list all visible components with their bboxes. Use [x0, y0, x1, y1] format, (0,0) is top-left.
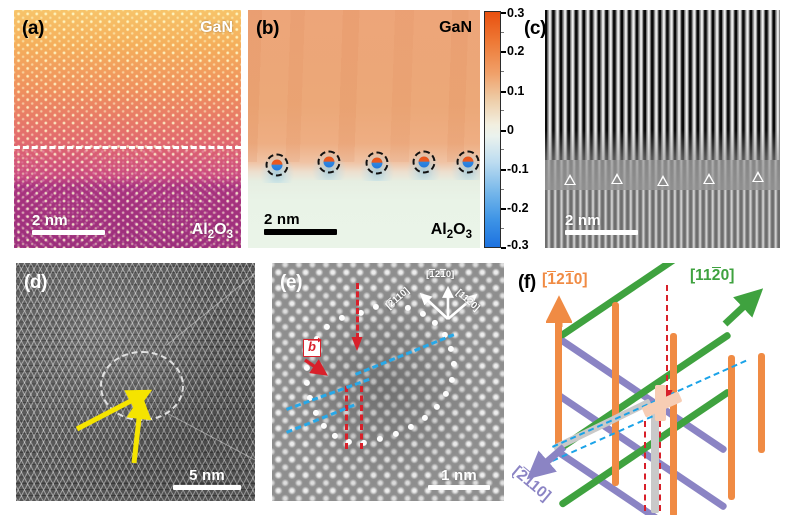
half-plane-ribbon-vertical	[651, 403, 659, 513]
panel-b-gpa-strain-map: GaN Al2O3 2 nm	[248, 10, 480, 248]
colorbar-gradient	[484, 11, 501, 248]
core-dashed-circle	[412, 150, 436, 174]
red-dash-lower-b	[360, 386, 363, 449]
red-dash-lower-a	[345, 386, 348, 449]
dislocation-marker-4	[703, 173, 715, 184]
panel-a-gan-label: GaN	[200, 19, 233, 36]
colorbar-tick-3	[501, 129, 506, 132]
colorbar-minortick	[501, 31, 504, 33]
panel-d-label: (d)	[24, 272, 48, 293]
colorbar-ticklabel-1: 0.2	[507, 44, 525, 59]
colorbar-ticklabel-0: 0.3	[507, 6, 525, 20]
dislocation-marker-1	[564, 174, 576, 185]
panel-d-scalebar-text: 5 nm	[189, 467, 225, 485]
colorbar-ticklabel-2: 0.1	[507, 83, 525, 98]
colorbar-ticklabel-5: -0.2	[507, 201, 529, 216]
panel-e-scalebar-line	[428, 485, 490, 490]
dislocation-marker-3	[657, 175, 669, 186]
panel-a-al2o3-label: Al2O3	[191, 220, 233, 241]
panel-a-haadf-stem: GaN Al2O3 2 nm	[14, 10, 241, 248]
burgers-vector-arrow	[304, 358, 328, 376]
panel-f-label: (f)	[518, 272, 536, 293]
orange-line-1	[555, 307, 562, 452]
colorbar-tick-0	[501, 12, 506, 14]
colorbar-tick-4	[501, 168, 506, 171]
panel-d-planview-hrtem: 5 nm	[16, 263, 255, 501]
red-dash-upper	[356, 283, 359, 339]
panel-a-scalebar: 2 nm	[32, 213, 105, 235]
panel-b-scalebar-line	[264, 229, 337, 235]
colorbar-minortick	[501, 188, 504, 190]
orange-line-4	[728, 355, 735, 500]
colorbar-tick-6	[501, 247, 506, 249]
yellow-arrow-2	[126, 394, 152, 464]
purple-direction-arrow	[526, 444, 567, 480]
orange-line-3	[670, 333, 677, 515]
panel-b-scalebar-text: 2 nm	[264, 211, 300, 229]
core-dashed-circle	[365, 151, 389, 175]
panel-a-label: (a)	[22, 18, 45, 39]
colorbar-ticklabel-6: -0.3	[507, 238, 529, 252]
orange-line-2	[612, 302, 619, 486]
direction-label-1210: [1210]	[542, 271, 588, 288]
panel-e-scalebar-text: 1 nm	[441, 467, 477, 485]
colorbar-minortick	[501, 227, 504, 229]
colorbar-minortick	[501, 149, 504, 151]
green-direction-arrow	[722, 288, 764, 327]
colorbar-tick-2	[501, 90, 506, 93]
panel-b-scalebar: 2 nm	[264, 212, 337, 235]
panel-c-bragg-filtered: 2 nm	[545, 10, 780, 248]
orange-line-5	[758, 353, 765, 453]
panel-c-scalebar: 2 nm	[565, 213, 638, 235]
colorbar-minortick	[501, 70, 504, 72]
panel-c-scalebar-line	[565, 230, 638, 235]
orange-direction-arrow	[546, 295, 572, 327]
dislocation-marker-5	[752, 171, 764, 182]
colorbar-minortick	[501, 110, 504, 112]
interface-dashed-line-a	[14, 145, 241, 149]
red-dashed-line-f-lower-a	[644, 421, 646, 511]
purple-line-3	[554, 447, 728, 515]
colorbar-tick-1	[501, 51, 506, 54]
lattice-texture-a	[14, 10, 241, 248]
colorbar-tick-5	[501, 208, 506, 211]
panel-d-scalebar: 5 nm	[173, 468, 241, 490]
panel-a-scalebar-line	[32, 230, 105, 235]
panel-b-gan-label: GaN	[439, 19, 472, 36]
panel-f-lattice-schematic: [1210] [1120] [2110]	[512, 263, 794, 515]
panel-e-scalebar: 1 nm	[428, 468, 490, 490]
direction-label-1120: [1120]	[690, 267, 735, 284]
panel-c-label: (c)	[524, 18, 547, 39]
compass-label-up: [1210]	[426, 269, 455, 280]
dislocation-marker-2	[611, 173, 623, 184]
panel-d-scalebar-line	[173, 485, 241, 490]
red-dashed-line-f-lower-b	[659, 421, 661, 511]
strain-colorbar: 0.3 0.2 0.1 0 -0.1 -0.2 -0.3	[484, 6, 529, 252]
panel-e-label: (e)	[280, 272, 303, 293]
panel-c-scalebar-text: 2 nm	[565, 212, 601, 230]
strain-mottle-texture	[248, 10, 480, 163]
panel-e-magnified-core: b [1210] [2110] [1120]	[272, 263, 504, 501]
panel-a-scalebar-text: 2 nm	[32, 212, 68, 230]
dislocation-core-glyph-f	[640, 385, 684, 425]
burgers-vector-label: b	[303, 337, 322, 357]
panel-b-label: (b)	[256, 18, 280, 39]
panel-b-al2o3-label: Al2O3	[430, 220, 472, 241]
core-dashed-circle	[456, 150, 480, 174]
red-dashed-line-f-upper	[666, 285, 668, 401]
core-dashed-circle	[317, 150, 341, 174]
core-dashed-circle	[265, 153, 289, 177]
crystal-direction-compass: [1210] [2110] [1120]	[384, 269, 498, 329]
colorbar-ticklabel-4: -0.1	[507, 161, 529, 176]
red-dash-arrowhead	[351, 337, 363, 351]
colorbar-ticklabel-3: 0	[507, 122, 514, 137]
